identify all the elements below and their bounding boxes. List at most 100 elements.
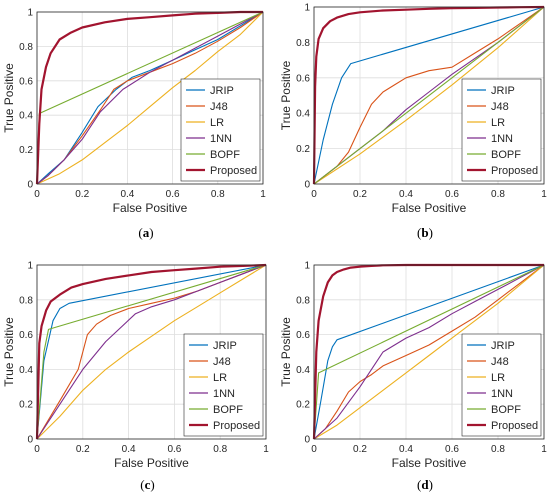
y-tick-label: 0.2 [19, 400, 33, 411]
legend-entry-bopf: BOPF [210, 149, 240, 161]
x-tick-label: 0.4 [122, 444, 136, 455]
axes-box [313, 6, 545, 185]
caption-letter: b [421, 225, 428, 240]
roc-panel-a: 0 0.2 0.4 0.6 0.8 1 0 0.2 0.4 0.6 0.8 1 False Positi… [2, 8, 266, 241]
y-tick-label: 0.6 [296, 330, 310, 341]
y-tick-label: 1 [27, 8, 33, 19]
legend-entry-1nn: 1NN [213, 388, 235, 400]
legend-entry-proposed: Proposed [213, 420, 260, 432]
y-tick-label: 0.2 [19, 145, 33, 156]
series-line-proposed [35, 263, 267, 440]
legend-box [461, 78, 542, 182]
y-tick-label: 0.4 [296, 365, 310, 376]
caption-close-paren: ) [150, 477, 154, 492]
legend-entry-bopf: BOPF [213, 404, 243, 416]
series-line-lr [36, 11, 264, 185]
axes-box [36, 11, 264, 185]
series-line-1nn [313, 264, 545, 440]
axes-box [36, 264, 267, 440]
series-line-lr [313, 264, 545, 440]
roc-panel-c: 0 0.2 0.4 0.6 0.8 1 0 0.2 0.4 0.6 0.8 1 False Positi… [2, 261, 269, 493]
legend-entry-lr: LR [210, 117, 224, 129]
x-tick-label: 0.4 [399, 189, 413, 200]
roc-panel-d: 0 0.2 0.4 0.6 0.8 1 0 0.2 0.4 0.6 0.8 1 False Positi… [279, 261, 547, 493]
series-line-lr [313, 6, 545, 185]
y-axis-label: True Positive [279, 60, 293, 130]
legend-entry-1nn: 1NN [491, 133, 513, 145]
y-tick-label: 1 [27, 261, 33, 272]
caption-open-paren: ( [417, 225, 421, 240]
x-tick-label: 1 [263, 444, 269, 455]
x-tick-label: 0.8 [491, 189, 505, 200]
legend-entry-lr: LR [213, 372, 227, 384]
y-tick-label: 0.4 [296, 109, 310, 120]
y-axis-label: True Positive [2, 63, 16, 133]
x-tick-label: 0.6 [445, 189, 459, 200]
series-line-bopf [36, 264, 267, 440]
x-tick-label: 0.2 [76, 444, 90, 455]
y-tick-label: 0.4 [19, 111, 33, 122]
series-line-1nn [36, 11, 264, 185]
x-tick-label: 0 [34, 444, 40, 455]
y-tick-label: 0.2 [296, 144, 310, 155]
caption-open-paren: ( [417, 477, 421, 492]
y-tick-label: 0 [27, 180, 33, 191]
caption-open-paren: ( [140, 477, 144, 492]
panel-caption: (c) [140, 477, 154, 492]
series-line-j48 [313, 6, 545, 185]
caption-close-paren: ) [149, 225, 153, 240]
legend-box [180, 78, 261, 182]
legend-entry-bopf: BOPF [491, 149, 521, 161]
caption-letter: d [421, 477, 429, 492]
x-tick-label: 0.8 [211, 189, 225, 200]
legend-entry-j48: J48 [213, 356, 231, 368]
x-tick-label: 0 [311, 189, 317, 200]
y-tick-label: 0 [304, 180, 310, 191]
x-tick-label: 0.2 [353, 444, 367, 455]
legend-entry-jrip: JRIP [491, 85, 515, 97]
x-axis-label: False Positive [114, 456, 189, 470]
legend-entry-jrip: JRIP [213, 340, 237, 352]
x-axis-label: False Positive [113, 201, 188, 215]
x-axis-label: False Positive [392, 201, 467, 215]
y-tick-label: 0.8 [19, 295, 33, 306]
roc-panel-b: 0 0.2 0.4 0.6 0.8 1 0 0.2 0.4 0.6 0.8 1 False Positi… [279, 3, 547, 241]
legend: JRIP J48 LR 1NN BOPF Proposed [180, 78, 261, 182]
panel-caption: (a) [138, 225, 153, 240]
caption-close-paren: ) [429, 477, 433, 492]
y-tick-label: 0.6 [19, 76, 33, 87]
series-line-1nn [36, 264, 267, 440]
y-tick-label: 0.6 [296, 73, 310, 84]
series-line-jrip [36, 264, 267, 440]
y-tick-label: 0.8 [296, 38, 310, 49]
panel-caption: (d) [417, 477, 433, 492]
y-tick-label: 0.4 [19, 365, 33, 376]
legend-box [461, 333, 542, 437]
x-tick-label: 0.2 [75, 189, 89, 200]
x-tick-label: 1 [541, 189, 547, 200]
y-tick-label: 1 [304, 261, 310, 272]
y-axis-label: True Positive [279, 317, 293, 387]
x-tick-label: 0.6 [167, 444, 181, 455]
x-tick-label: 0 [34, 189, 40, 200]
series-line-lr [36, 264, 267, 440]
x-tick-label: 0.2 [353, 189, 367, 200]
axes-box [313, 264, 545, 440]
legend-box [183, 333, 264, 437]
x-tick-label: 0.6 [445, 444, 459, 455]
x-axis-label: False Positive [392, 456, 467, 470]
caption-letter: c [145, 477, 151, 492]
legend-entry-proposed: Proposed [491, 420, 538, 432]
legend-entry-j48: J48 [491, 356, 509, 368]
legend-entry-lr: LR [491, 117, 505, 129]
series-line-jrip [313, 6, 545, 185]
y-tick-label: 0.6 [19, 330, 33, 341]
y-tick-label: 0 [27, 435, 33, 446]
x-tick-label: 0 [311, 444, 317, 455]
legend-entry-proposed: Proposed [491, 165, 538, 177]
legend-entry-bopf: BOPF [491, 404, 521, 416]
series-line-proposed [312, 5, 545, 185]
x-tick-label: 1 [260, 189, 266, 200]
legend-entry-jrip: JRIP [210, 85, 234, 97]
